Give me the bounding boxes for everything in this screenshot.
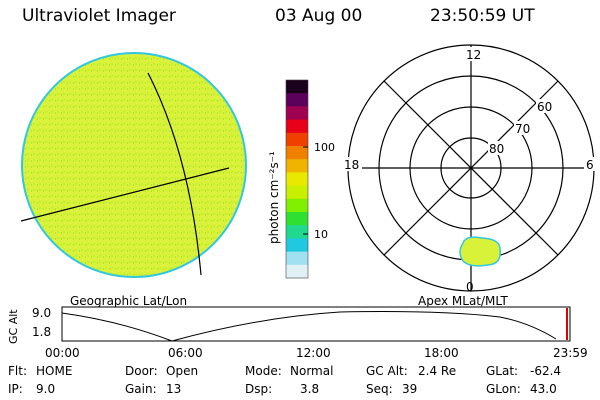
colorbar-segment xyxy=(286,264,308,279)
time-tick-0000: 00:00 xyxy=(45,346,80,360)
polar-mlat-mlt-plot: 12 18 6 0 60 70 80 xyxy=(342,44,596,294)
colorbar-segment xyxy=(286,251,308,266)
mlt-label-18: 18 xyxy=(344,158,359,172)
glon-value: 43.0 xyxy=(530,382,557,396)
earth-disk xyxy=(21,52,247,278)
gain-key: Gain: xyxy=(125,382,157,396)
altitude-tick-9: 9.0 xyxy=(32,306,51,320)
time-label: 23:50:59 UT xyxy=(430,6,535,26)
time-tick-1200: 12:00 xyxy=(296,346,331,360)
colorbar-segment xyxy=(286,225,308,239)
altitude-tick-1-8: 1.8 xyxy=(32,325,51,339)
time-tick-0600: 06:00 xyxy=(168,346,203,360)
altitude-plot-frame xyxy=(61,306,571,342)
mlat-label-70: 70 xyxy=(515,122,530,136)
seq-value: 39 xyxy=(402,382,418,396)
colorbar-segment xyxy=(286,106,308,121)
mlat-label-80: 80 xyxy=(489,142,504,156)
colorbar-segment xyxy=(286,146,308,160)
colorbar-tick-10: 10 xyxy=(314,228,328,241)
altitude-plot: GC Alt 9.0 1.8 xyxy=(7,306,571,344)
door-key: Door: xyxy=(125,364,158,378)
ip-value: 9.0 xyxy=(36,382,56,396)
colorbar-segment xyxy=(286,119,308,134)
polar-diagonal-2 xyxy=(383,80,559,256)
altitude-curve xyxy=(61,311,557,342)
colorbar-gradient xyxy=(286,80,308,279)
colorbar-segment xyxy=(286,80,308,94)
colorbar-segment xyxy=(286,185,308,200)
instrument-title: Ultraviolet Imager xyxy=(22,6,176,26)
colorbar-segment xyxy=(286,93,308,107)
dsp-key: Dsp: xyxy=(245,382,273,396)
gc-alt-value: 2.4 Re xyxy=(418,364,457,378)
gain-value: 13 xyxy=(166,382,182,396)
colorbar-segment xyxy=(286,159,308,173)
glon-key: GLon: xyxy=(486,382,521,396)
glat-key: GLat: xyxy=(486,364,519,378)
longitude-line xyxy=(147,72,202,276)
gc-alt-key: GC Alt: xyxy=(366,364,408,378)
seq-key: Seq: xyxy=(366,382,393,396)
mode-value: Normal xyxy=(290,364,334,378)
colorbar-segment xyxy=(286,238,308,253)
latitude-line xyxy=(20,167,230,222)
colorbar-tick-100: 100 xyxy=(314,141,335,154)
colorbar-segment xyxy=(286,212,308,226)
mlt-label-12: 12 xyxy=(466,48,481,62)
geographic-image-panel xyxy=(20,52,247,278)
date-label: 03 Aug 00 xyxy=(275,6,363,26)
auroral-emission-blob xyxy=(459,236,501,267)
colorbar-segment xyxy=(286,198,308,213)
mlt-label-6: 6 xyxy=(586,158,594,172)
geographic-projection-label: Geographic Lat/Lon xyxy=(70,294,188,308)
door-value: Open xyxy=(166,364,199,378)
mlt-label-0: 0 xyxy=(466,280,474,294)
glat-value: -62.4 xyxy=(530,364,562,378)
colorbar-unit-label: photon cm⁻²s⁻¹ xyxy=(267,151,281,244)
flight-key: Flt: xyxy=(8,364,27,378)
flight-value: HOME xyxy=(36,364,73,378)
altitude-axis-label: GC Alt xyxy=(7,309,20,344)
colorbar: 100 10 photon cm⁻²s⁻¹ xyxy=(267,79,335,279)
time-tick-2359: 23:59 xyxy=(553,346,588,360)
dsp-value: 3.8 xyxy=(300,382,320,396)
mode-key: Mode: xyxy=(245,364,282,378)
mlat-label-60: 60 xyxy=(537,100,552,114)
colorbar-segment xyxy=(286,172,308,187)
apex-projection-label: Apex MLat/MLT xyxy=(418,294,508,308)
ip-key: IP: xyxy=(8,382,23,396)
time-tick-1800: 18:00 xyxy=(424,346,459,360)
colorbar-segment xyxy=(286,132,308,147)
